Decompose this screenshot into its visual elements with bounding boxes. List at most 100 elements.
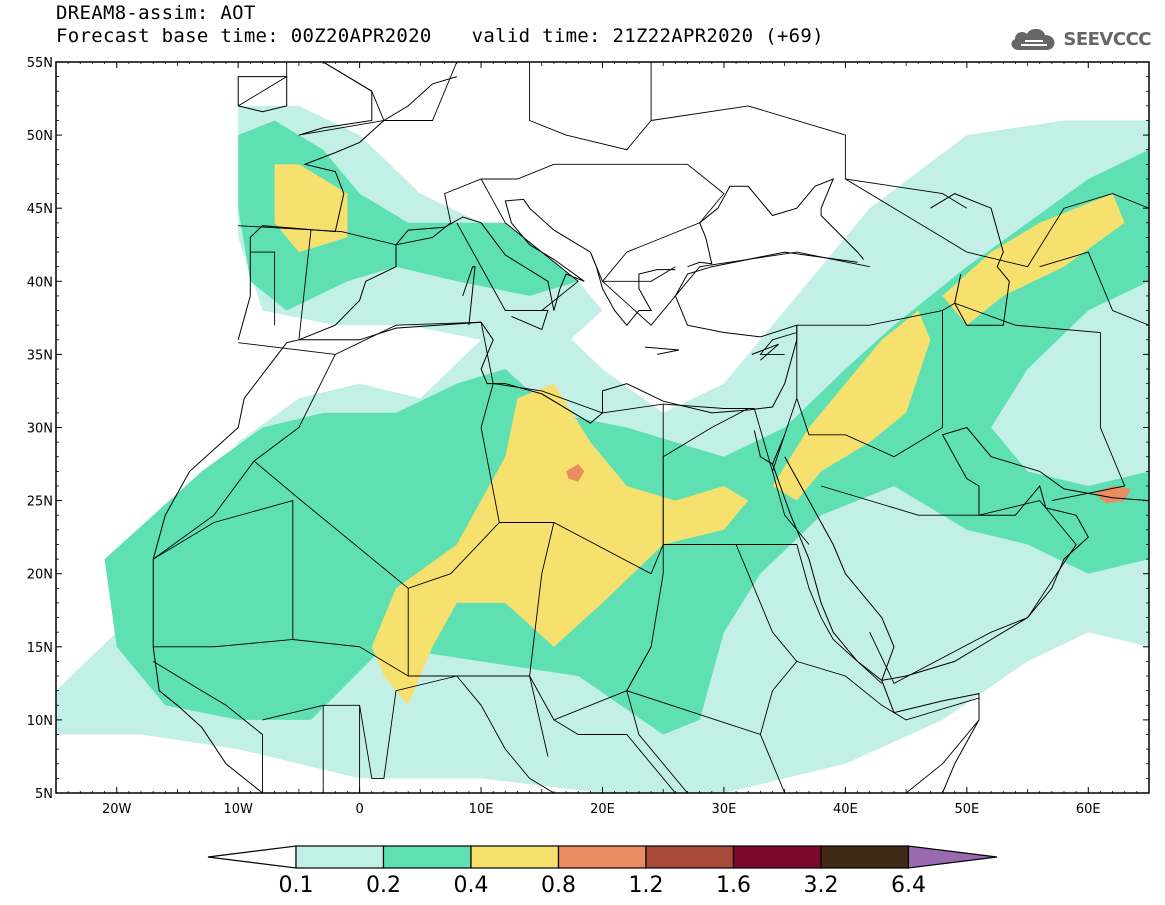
lon-tick-label: 30E	[712, 802, 737, 817]
coastline	[298, 244, 397, 341]
country-border	[456, 675, 555, 793]
coastline	[237, 76, 288, 113]
aot-region-level-2	[104, 149, 1149, 735]
country-border	[626, 646, 786, 793]
lat-tick-label: 15N	[27, 641, 53, 656]
lon-tick-label: 20E	[590, 802, 615, 817]
coastline	[237, 76, 457, 340]
coastline	[644, 346, 680, 355]
colorbar-box	[732, 845, 822, 869]
country-border	[820, 485, 1077, 685]
country-border	[456, 178, 579, 311]
aot-region-level-3	[772, 310, 931, 501]
country-border	[553, 719, 676, 793]
lat-tick-label: 5N	[35, 787, 53, 802]
country-border	[651, 105, 968, 209]
lat-tick-label: 25N	[27, 495, 53, 510]
lat-tick-label: 50N	[27, 129, 53, 144]
coastline	[395, 198, 676, 326]
lat-tick-label: 35N	[27, 348, 53, 363]
country-border	[298, 62, 385, 136]
coastline	[152, 339, 300, 560]
country-border	[395, 163, 870, 326]
lon-tick-label: 0	[355, 802, 363, 817]
lat-tick-label: 10N	[27, 714, 53, 729]
lon-tick-label: 60E	[1076, 802, 1101, 817]
colorbar-label: 6.4	[891, 873, 926, 898]
lon-tick-label: 50E	[954, 802, 979, 817]
lat-tick-label: 20N	[27, 568, 53, 583]
lat-tick-label: 45N	[27, 202, 53, 217]
country-border	[1039, 251, 1149, 326]
country-border	[529, 522, 627, 721]
country-border	[759, 332, 797, 355]
seevccc-logo: SEEVCCC	[1007, 22, 1151, 56]
logo-text: SEEVCCC	[1063, 28, 1151, 50]
lat-tick-label: 40N	[27, 275, 53, 290]
country-border	[237, 62, 288, 107]
cloud-icon	[1011, 28, 1055, 50]
country-border	[152, 500, 294, 648]
colorbar-box	[645, 845, 735, 869]
colorbar-box	[557, 845, 647, 869]
colorbar-label: 3.2	[804, 873, 839, 898]
colorbar-box	[470, 845, 560, 869]
colorbar-label: 1.6	[716, 873, 751, 898]
coastline	[298, 321, 798, 424]
colorbar-label: 0.2	[366, 873, 401, 898]
coastline	[784, 456, 895, 681]
country-border	[759, 661, 798, 735]
colorbar-label: 0.4	[454, 873, 489, 898]
colorbar-label: 0.8	[541, 873, 576, 898]
map-title: DREAM8-assim: AOT	[56, 2, 256, 24]
colorbar-box	[295, 845, 385, 869]
colorbar-left-triangle	[207, 845, 297, 869]
coastline	[687, 178, 864, 268]
country-border	[845, 178, 968, 253]
country-border	[238, 321, 500, 589]
lon-tick-label: 10W	[223, 802, 253, 817]
colorbar-label: 0.1	[279, 873, 314, 898]
coastline	[751, 343, 779, 361]
country-border	[589, 251, 676, 282]
aot-region-level-3	[371, 383, 749, 706]
axis-ticks: 20W 10W 0 10E 20E 30E 40E 50E 60E 55N 50N 45N 40N 35N…	[27, 56, 1150, 817]
forecast-base-time: Forecast base time: 00Z20APR2020	[56, 25, 432, 47]
country-border	[966, 193, 1149, 268]
aot-region-level-3	[942, 193, 1125, 326]
lon-tick-label: 10E	[469, 802, 494, 817]
colorbar-box	[382, 845, 472, 869]
country-border	[292, 588, 409, 677]
country-border	[383, 62, 458, 121]
lat-tick-label: 30N	[27, 422, 53, 437]
map-subtitle: Forecast base time: 00Z20APR2020 valid ti…	[56, 25, 824, 47]
colorbar-label: 1.2	[629, 873, 664, 898]
country-border	[662, 408, 883, 684]
country-border	[735, 544, 980, 793]
aot-region-level-3	[274, 164, 348, 253]
aot-region-level-4	[566, 464, 585, 482]
country-border	[238, 225, 397, 246]
aot-contour-layer	[56, 105, 1149, 793]
lon-tick-label: 40E	[833, 802, 858, 817]
coastline	[930, 193, 1010, 326]
country-border	[298, 230, 312, 340]
country-border	[250, 251, 276, 326]
border-layer	[152, 62, 1149, 793]
country-border	[942, 302, 1126, 502]
coastline	[941, 426, 1149, 516]
country-border	[772, 309, 943, 472]
colorbar-right-triangle	[907, 845, 998, 869]
aot-region-level-2	[238, 120, 579, 311]
country-border	[529, 62, 652, 151]
country-border	[408, 675, 549, 757]
coastline	[462, 266, 476, 326]
country-border	[152, 661, 263, 793]
lat-tick-label: 55N	[27, 56, 53, 71]
valid-time: valid time: 21Z22APR2020 (+69)	[471, 25, 824, 47]
colorbar-box	[820, 845, 910, 869]
country-border	[663, 403, 810, 545]
lon-tick-label: 20W	[102, 802, 132, 817]
